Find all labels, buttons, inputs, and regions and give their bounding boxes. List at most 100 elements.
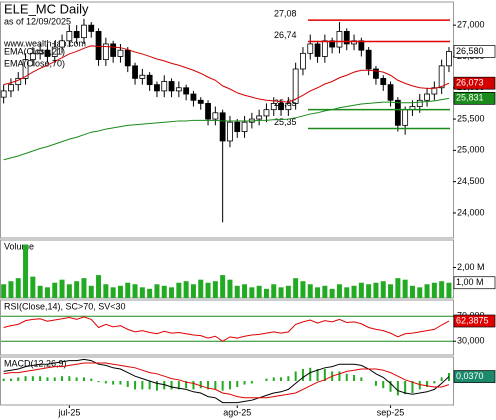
candle-body (183, 87, 190, 95)
candle-body (263, 109, 270, 117)
volume-bar (139, 287, 145, 298)
candle-body (51, 46, 58, 57)
histogram-bar (374, 381, 377, 386)
volume-bar (15, 278, 21, 298)
candle-body (292, 68, 299, 104)
candle-body (44, 49, 51, 57)
volume-bar (409, 285, 415, 298)
volume-bar (154, 284, 160, 298)
histogram-bar (301, 369, 304, 381)
volume-bar (183, 281, 189, 298)
volume-bar (234, 285, 240, 298)
ema-line (3, 45, 450, 103)
value-box-label: 1,00 M (456, 277, 484, 287)
level-label: 25,65 (274, 98, 297, 108)
value-box-label: 0,0370 (456, 371, 484, 381)
candle-body (314, 43, 321, 57)
volume-bar (23, 244, 29, 298)
level-label: 25,35 (274, 117, 297, 127)
candle-body (146, 74, 153, 86)
volume-bar (366, 284, 372, 298)
volume-bar (74, 281, 80, 298)
histogram-bar (207, 381, 210, 390)
histogram-bar (75, 377, 78, 381)
volume-bar (147, 288, 153, 298)
candle-body (37, 49, 44, 54)
x-tick-label: sep-25 (377, 407, 405, 417)
volume-bar (1, 284, 7, 298)
histogram-bar (9, 378, 12, 381)
histogram-bar (185, 381, 188, 389)
value-box (453, 91, 496, 105)
candle-body (343, 31, 350, 45)
y-tick-label: 30,000 (457, 336, 485, 346)
candle-body (438, 65, 445, 89)
volume-bar (329, 288, 335, 298)
candle-body (29, 52, 36, 60)
volume-bar (8, 281, 14, 298)
y-tick-label: 24,000 (457, 207, 485, 217)
histogram-bar (280, 377, 283, 381)
volume-bar (212, 281, 218, 298)
histogram-bar (82, 377, 85, 381)
volume-bar (249, 287, 255, 298)
histogram-bar (24, 376, 27, 381)
legend-label: EMA(Close,21) (4, 46, 65, 56)
histogram-bar (294, 371, 297, 381)
panel-title: Volume (4, 241, 34, 251)
histogram-bar (440, 377, 443, 381)
histogram-bar (155, 381, 158, 391)
candle-body (168, 81, 175, 92)
volume-bar (198, 279, 204, 298)
value-box-label: 26,580 (456, 46, 484, 56)
candle-body (256, 115, 263, 120)
candle-body (402, 109, 409, 126)
volume-bar (59, 279, 65, 298)
volume-bar (44, 287, 50, 298)
volume-bar (30, 276, 36, 298)
candle-body (394, 99, 401, 126)
volume-bar (205, 282, 211, 298)
candle-body (270, 103, 277, 111)
histogram-bar (134, 381, 137, 390)
indicator-line (3, 362, 450, 399)
candle-body (81, 24, 87, 39)
histogram-bar (345, 373, 348, 381)
histogram-bar (192, 381, 195, 390)
candle-body (102, 43, 109, 60)
histogram-bar (433, 381, 436, 384)
candle-body (424, 93, 430, 101)
legend-label: EMA(Close,70) (4, 58, 65, 68)
candle-body (205, 103, 211, 120)
histogram-bar (426, 381, 429, 387)
histogram-bar (199, 381, 202, 389)
candle-body (95, 31, 102, 60)
candle-body (285, 103, 292, 111)
histogram-bar (221, 381, 224, 391)
y-tick-label: 27,000 (457, 20, 485, 30)
y-tick-label: 25,000 (457, 145, 485, 155)
histogram-bar (360, 377, 363, 381)
histogram-bar (97, 381, 100, 383)
histogram-bar (316, 369, 319, 381)
volume-bar (103, 284, 109, 298)
value-box (453, 76, 496, 90)
y-tick-label: 25,500 (457, 113, 485, 123)
volume-bar (117, 285, 123, 298)
candle-body (241, 121, 248, 132)
histogram-bar (53, 377, 56, 381)
histogram-bar (382, 381, 385, 389)
candle-body (387, 84, 394, 101)
y-tick-label: 2,00 M (457, 262, 485, 272)
candle-body (124, 49, 131, 67)
volume-bar (446, 282, 452, 298)
candle-body (132, 65, 138, 79)
candle-body (336, 31, 343, 48)
panel-title: MACD(12,26,9) (4, 358, 67, 368)
panel-title: RSI(Close,14), SC>70, SV<30 (4, 301, 126, 311)
histogram-bar (287, 376, 290, 381)
volume-bar (66, 284, 72, 298)
volume-bar (336, 284, 342, 298)
volume-bar (344, 287, 350, 298)
